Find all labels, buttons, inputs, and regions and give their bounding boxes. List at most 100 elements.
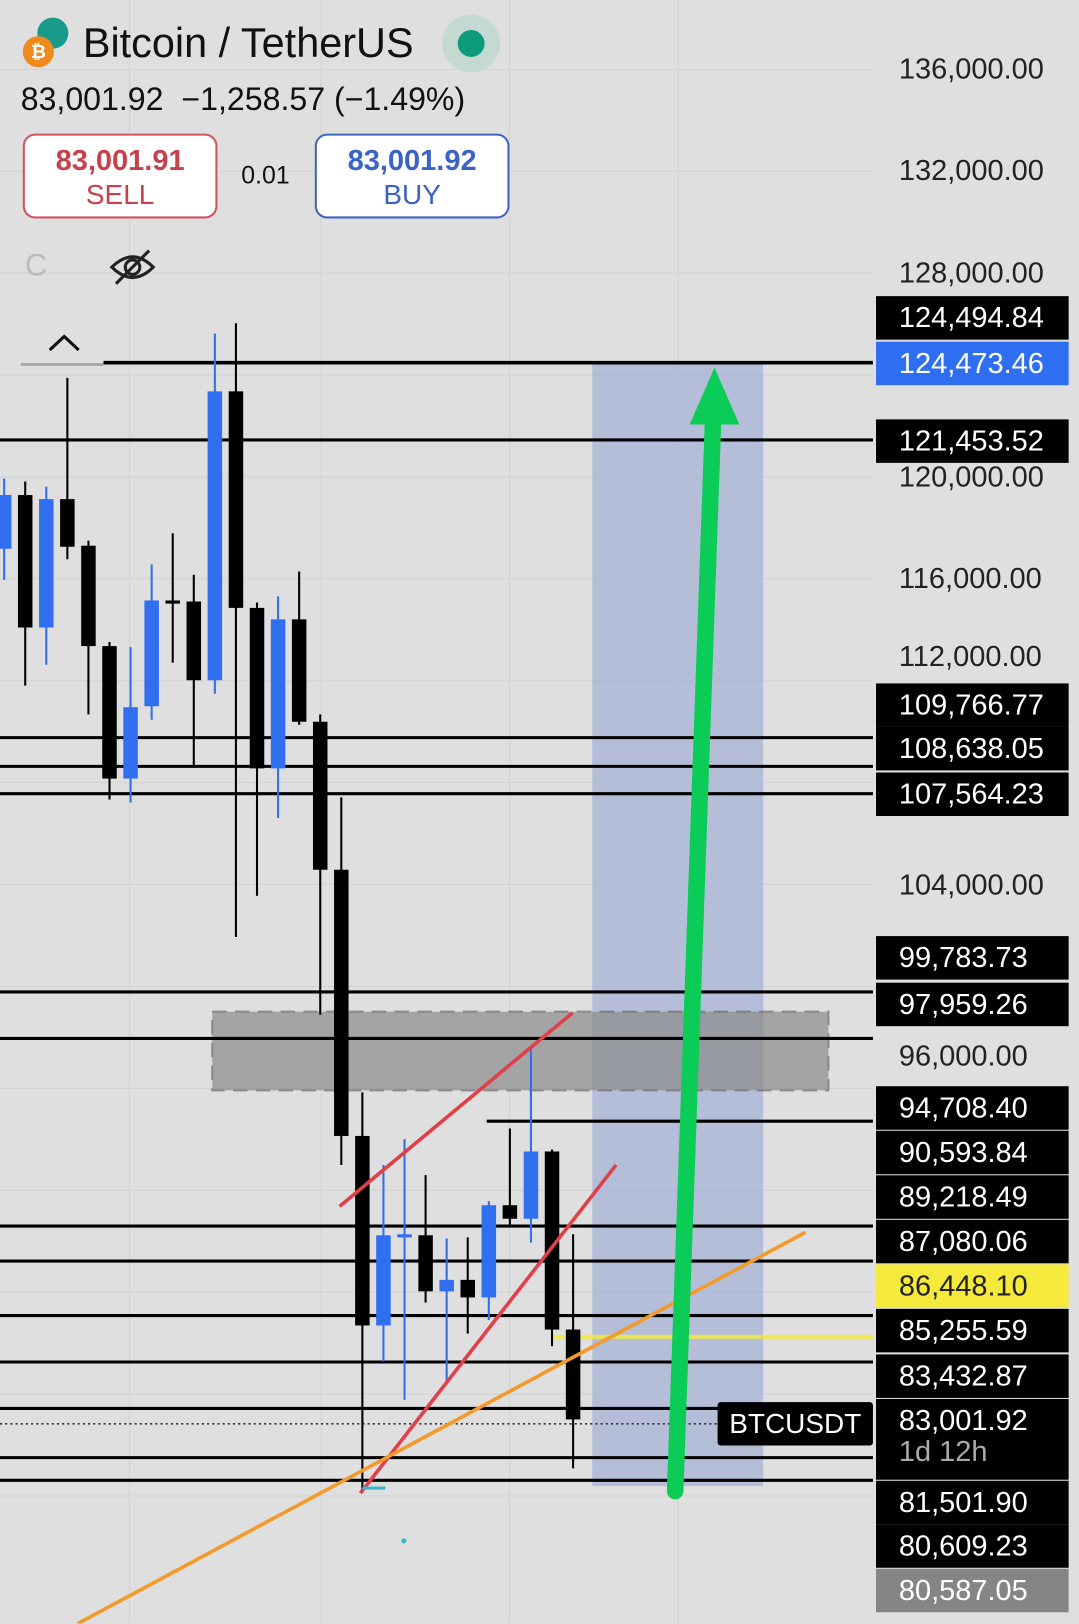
symbol-title: Bitcoin / TetherUS [82,20,414,66]
candle-body [439,1279,454,1292]
price-tag-value: 80,587.05 [898,1573,1028,1607]
price-tag-value: 83,001.92 [898,1404,1028,1437]
price-tag-value: 124,494.84 [898,301,1044,334]
price-tag-value: 109,766.77 [898,688,1044,721]
candle-body [355,1135,370,1326]
price-tag[interactable]: 87,080.06 [876,1219,1069,1264]
sell-button[interactable]: 83,001.91 SELL [22,133,218,219]
candle-body [165,600,180,604]
candle-body [418,1235,433,1292]
candle-body [186,601,202,681]
price-tag[interactable]: 121,453.52 [876,419,1069,463]
buy-button[interactable]: 83,001.92 BUY [314,133,510,219]
axis-label: 128,000.00 [898,256,1044,289]
candle-body [144,600,159,707]
channel-line-lower [358,1163,618,1495]
candle-body [502,1205,518,1219]
price-change: −1,258.57 [181,80,326,118]
candle-body [481,1205,497,1298]
price-quote: 83,001.92 −1,258.57 (−1.49%) [21,81,465,118]
price-tag-value: 87,080.06 [898,1224,1028,1258]
candle-body [291,619,307,722]
price-tag[interactable]: 86,448.10 [876,1264,1069,1308]
price-tag-value: 99,783.73 [898,941,1028,974]
channel-line-upper [338,1011,574,1208]
candle-body [565,1329,581,1420]
buy-price: 83,001.92 [347,143,477,177]
price-tag[interactable]: 94,708.40 [876,1086,1069,1130]
bitcoin-icon: ₿ [22,36,54,68]
marker-dot [401,1538,407,1544]
symbol-header[interactable]: ₿ Bitcoin / TetherUS [21,14,501,73]
candle-body [312,721,328,870]
price-tag[interactable]: 97,959.26 [876,982,1069,1027]
price-tag-value: 81,501.90 [898,1485,1028,1519]
candle-body [81,545,96,647]
price-tag[interactable]: 80,609.23 [876,1524,1069,1568]
price-tag-value: 80,609.23 [898,1529,1028,1562]
axis-label: 112,000.00 [898,639,1042,673]
price-tag-value: 97,959.26 [898,987,1028,1020]
price-tag-value: 107,564.23 [898,777,1044,810]
axis-label: 116,000.00 [898,562,1042,595]
sell-price: 83,001.91 [55,143,185,177]
candle-body [270,619,286,769]
candle-body [207,391,223,681]
price-tag-value: 89,218.49 [898,1180,1028,1213]
axis-label: 104,000.00 [898,868,1044,901]
price-tag[interactable]: 107,564.23 [876,772,1069,816]
candle-body [0,495,12,549]
price-tag[interactable]: 108,638.05 [876,726,1069,771]
buy-label: BUY [383,179,441,211]
price-tag[interactable]: 124,473.46 [876,341,1069,386]
supply-zone [211,1010,830,1092]
price-tag-value: 121,453.52 [898,424,1044,457]
price-tag-value: 124,473.46 [898,346,1044,379]
candle-body [523,1151,539,1219]
price-tag[interactable]: 85,255.59 [876,1308,1069,1353]
axis-label: 120,000.00 [898,460,1044,493]
target-arrow [666,400,722,1500]
chevron-up-icon [48,334,80,352]
price-tag[interactable]: 81,501.90 [876,1480,1069,1525]
price-tag-value: 85,255.59 [898,1314,1028,1347]
price-tag-value: 90,593.84 [898,1135,1028,1169]
candle-body [60,499,75,547]
axis-label: 136,000.00 [898,52,1044,85]
candle-body [39,499,54,628]
price-tag[interactable]: 80,587.05 [876,1568,1069,1613]
c-indicator[interactable]: C [24,248,48,283]
price-tag[interactable]: 99,783.73 [876,936,1069,980]
price-tag[interactable]: 83,432.87 [876,1354,1069,1398]
countdown: 1d 12h [898,1435,988,1468]
price-tag[interactable]: 83,001.92 1d 12h [876,1398,1069,1480]
candle-body [334,869,349,1136]
price-tag[interactable]: 109,766.77 [876,683,1069,727]
price-tag-value: 83,432.87 [898,1359,1028,1392]
candle-body [249,607,265,769]
price-tag[interactable]: 124,494.84 [876,296,1069,340]
pair-icons: ₿ [21,17,73,70]
candle-body [397,1234,412,1238]
last-price: 83,001.92 [20,80,164,118]
price-tag-value: 86,448.10 [898,1269,1028,1302]
price-tag[interactable]: 90,593.84 [876,1130,1069,1175]
candle-body [228,391,244,608]
candle-body [376,1235,391,1326]
price-tag-value: 108,638.05 [898,732,1044,765]
symbol-label: BTCUSDT [717,1402,873,1446]
candle-body [460,1279,475,1298]
candle-body [102,646,117,779]
arrow-head-icon [689,367,740,425]
candle-body [544,1151,560,1330]
price-tag[interactable]: 89,218.49 [876,1175,1069,1219]
price-change-pct: (−1.49%) [334,80,466,118]
eye-off-icon[interactable] [108,246,158,287]
candle-body [123,707,138,779]
axis-label: 132,000.00 [898,154,1044,187]
market-status-icon[interactable] [442,14,501,73]
spread-value: 0.01 [241,161,290,190]
candle-body [17,495,33,628]
